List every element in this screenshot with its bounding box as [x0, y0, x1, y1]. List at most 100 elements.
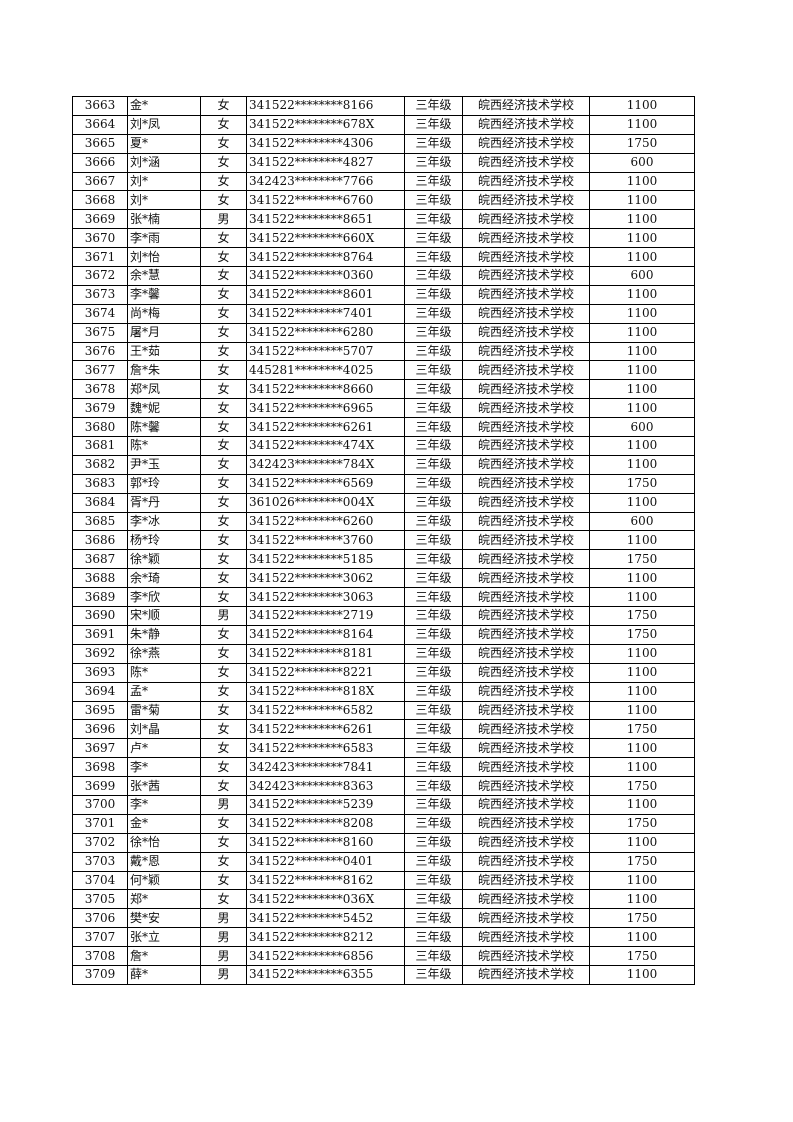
student-name-cell: 陈* [127, 436, 201, 456]
row-number-cell: 3706 [72, 908, 128, 929]
id-number-cell: 341522********7401 [246, 303, 405, 324]
grade-cell: 三年级 [404, 889, 463, 910]
gender-cell: 女 [200, 436, 247, 456]
amount-cell: 1100 [589, 530, 695, 551]
school-cell: 皖西经济技术学校 [462, 813, 590, 834]
id-number-cell: 341522********8651 [246, 209, 405, 230]
gender-cell: 女 [200, 587, 247, 608]
amount-cell: 1100 [589, 436, 695, 456]
table-row: 3679 魏*妮女 341522********6965 三年级 皖西经济技术学校 110… [72, 398, 695, 419]
row-number-cell: 3689 [72, 587, 128, 608]
row-number-cell: 3687 [72, 549, 128, 570]
amount-cell: 1100 [589, 209, 695, 230]
student-name-cell: 李*馨 [127, 284, 201, 305]
id-number-cell: 341522********5185 [246, 549, 405, 570]
id-number-cell: 341522********6261 [246, 417, 405, 438]
gender-cell: 女 [200, 719, 247, 740]
row-number-cell: 3684 [72, 492, 128, 513]
id-number-cell: 341522********6582 [246, 700, 405, 721]
student-name-cell: 戴*恩 [127, 851, 201, 872]
student-name-cell: 徐*怡 [127, 832, 201, 853]
gender-cell: 男 [200, 946, 247, 966]
student-name-cell: 余*慧 [127, 266, 201, 286]
school-cell: 皖西经济技术学校 [462, 606, 590, 626]
gender-cell: 女 [200, 228, 247, 249]
school-cell: 皖西经济技术学校 [462, 946, 590, 966]
school-cell: 皖西经济技术学校 [462, 114, 590, 135]
amount-cell: 1100 [589, 492, 695, 513]
table-row: 3702 徐*怡女 341522********8160 三年级 皖西经济技术学校 110… [72, 832, 695, 853]
table-row: 3689 李*欣女 341522********3063 三年级 皖西经济技术学校 110… [72, 587, 695, 608]
gender-cell: 女 [200, 266, 247, 286]
amount-cell: 1100 [589, 587, 695, 608]
student-name-cell: 尹*玉 [127, 454, 201, 475]
id-number-cell: 342423********8363 [246, 776, 405, 796]
table-row: 3664 刘*凤女 341522********678X 三年级 皖西经济技术学校 110… [72, 114, 695, 135]
table-row: 3675 屠*月女 341522********6280 三年级 皖西经济技术学校 110… [72, 322, 695, 343]
id-number-cell: 341522********660X [246, 228, 405, 249]
grade-cell: 三年级 [404, 813, 463, 834]
student-name-cell: 陈*馨 [127, 417, 201, 438]
table-row: 3682 尹*玉女 342423********784X 三年级 皖西经济技术学校 110… [72, 454, 695, 475]
school-cell: 皖西经济技术学校 [462, 209, 590, 230]
row-number-cell: 3673 [72, 284, 128, 305]
student-name-cell: 刘*晶 [127, 719, 201, 740]
school-cell: 皖西经济技术学校 [462, 964, 590, 985]
gender-cell: 女 [200, 190, 247, 211]
row-number-cell: 3675 [72, 322, 128, 343]
student-name-cell: 刘*涵 [127, 152, 201, 173]
row-number-cell: 3667 [72, 171, 128, 192]
amount-cell: 600 [589, 266, 695, 286]
row-number-cell: 3703 [72, 851, 128, 872]
school-cell: 皖西经济技术学校 [462, 379, 590, 400]
grade-cell: 三年级 [404, 96, 463, 116]
gender-cell: 女 [200, 662, 247, 683]
school-cell: 皖西经济技术学校 [462, 568, 590, 589]
student-name-cell: 屠*月 [127, 322, 201, 343]
row-number-cell: 3680 [72, 417, 128, 438]
school-cell: 皖西经济技术学校 [462, 133, 590, 154]
row-number-cell: 3681 [72, 436, 128, 456]
id-number-cell: 341522********678X [246, 114, 405, 135]
grade-cell: 三年级 [404, 247, 463, 268]
gender-cell: 女 [200, 643, 247, 664]
amount-cell: 1750 [589, 813, 695, 834]
id-number-cell: 341522********818X [246, 681, 405, 702]
school-cell: 皖西经济技术学校 [462, 549, 590, 570]
gender-cell: 女 [200, 171, 247, 192]
school-cell: 皖西经济技术学校 [462, 719, 590, 740]
amount-cell: 1100 [589, 398, 695, 419]
id-number-cell: 341522********8212 [246, 927, 405, 948]
amount-cell: 1100 [589, 360, 695, 381]
grade-cell: 三年级 [404, 133, 463, 154]
row-number-cell: 3699 [72, 776, 128, 796]
gender-cell: 女 [200, 624, 247, 645]
gender-cell: 女 [200, 832, 247, 853]
amount-cell: 1100 [589, 190, 695, 211]
gender-cell: 女 [200, 247, 247, 268]
id-number-cell: 341522********0360 [246, 266, 405, 286]
amount-cell: 1750 [589, 624, 695, 645]
table-row: 3671 刘*怡女 341522********8764 三年级 皖西经济技术学校 110… [72, 247, 695, 268]
grade-cell: 三年级 [404, 341, 463, 362]
gender-cell: 男 [200, 927, 247, 948]
school-cell: 皖西经济技术学校 [462, 171, 590, 192]
row-number-cell: 3683 [72, 473, 128, 494]
id-number-cell: 341522********6355 [246, 964, 405, 985]
school-cell: 皖西经济技术学校 [462, 511, 590, 532]
student-name-cell: 陈* [127, 662, 201, 683]
grade-cell: 三年级 [404, 266, 463, 286]
table-row: 3685 李*冰女 341522********6260 三年级 皖西经济技术学校 600 [72, 511, 695, 532]
id-number-cell: 341522********6856 [246, 946, 405, 966]
gender-cell: 女 [200, 757, 247, 778]
gender-cell: 女 [200, 568, 247, 589]
school-cell: 皖西经济技术学校 [462, 454, 590, 475]
student-name-cell: 胥*丹 [127, 492, 201, 513]
student-name-cell: 徐*燕 [127, 643, 201, 664]
row-number-cell: 3686 [72, 530, 128, 551]
grade-cell: 三年级 [404, 946, 463, 966]
row-number-cell: 3691 [72, 624, 128, 645]
school-cell: 皖西经济技术学校 [462, 322, 590, 343]
gender-cell: 女 [200, 152, 247, 173]
grade-cell: 三年级 [404, 643, 463, 664]
